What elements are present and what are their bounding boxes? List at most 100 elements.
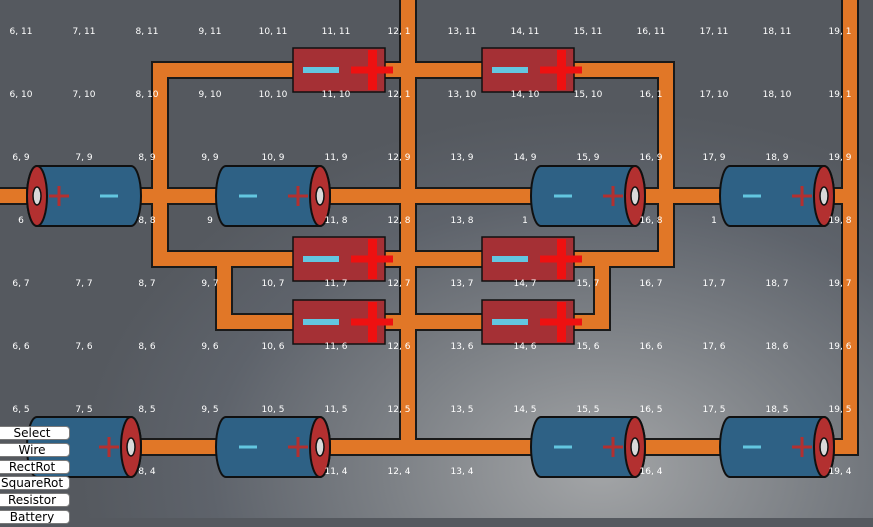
grid-label: 13, 5 xyxy=(450,405,474,415)
cell[interactable] xyxy=(481,299,582,345)
grid-label: 9, 9 xyxy=(201,153,219,163)
grid-label: 7, 5 xyxy=(75,405,93,415)
tool-squarerot-button[interactable]: SquareRot xyxy=(0,476,70,491)
battery[interactable] xyxy=(530,416,646,478)
cell[interactable] xyxy=(292,236,393,282)
grid-label: 19, 7 xyxy=(828,279,852,289)
grid-label: 11, 7 xyxy=(324,279,348,289)
grid-label: 14, 9 xyxy=(513,153,537,163)
grid-label: 11, 9 xyxy=(324,153,348,163)
grid-label: 19, 8 xyxy=(828,216,852,226)
battery[interactable] xyxy=(719,416,835,478)
battery[interactable] xyxy=(530,165,646,227)
grid-label: 13, 11 xyxy=(447,27,477,37)
grid-label: 18, 10 xyxy=(762,90,792,100)
grid-label: 6, 9 xyxy=(12,153,30,163)
battery[interactable] xyxy=(215,416,331,478)
grid-label: 8, 10 xyxy=(135,90,159,100)
tool-resistor-button[interactable]: Resistor xyxy=(0,493,70,508)
minus-icon xyxy=(492,67,528,73)
grid-label: 19, 1 xyxy=(828,27,852,37)
tool-wire-button[interactable]: Wire xyxy=(0,442,70,457)
plus-icon xyxy=(792,186,812,206)
tool-select-button[interactable]: Select xyxy=(0,426,70,440)
grid-label: 17, 6 xyxy=(702,342,726,352)
grid-label: 15, 10 xyxy=(573,90,603,100)
minus-icon xyxy=(492,319,528,325)
grid-label: 10, 10 xyxy=(258,90,288,100)
grid-label: 11, 10 xyxy=(321,90,351,100)
minus-icon xyxy=(239,194,257,198)
grid-label: 12, 6 xyxy=(387,342,411,352)
plus-icon xyxy=(351,302,393,342)
grid-label: 9 xyxy=(207,216,213,226)
grid-label: 7, 6 xyxy=(75,342,93,352)
grid-label: 17, 5 xyxy=(702,405,726,415)
grid-label: 10, 11 xyxy=(258,27,288,37)
components[interactable] xyxy=(26,47,835,478)
battery[interactable] xyxy=(215,165,331,227)
grid-label: 19, 5 xyxy=(828,405,852,415)
grid-label: 6, 7 xyxy=(12,279,30,289)
grid-label: 10, 6 xyxy=(261,342,285,352)
grid-label: 17, 7 xyxy=(702,279,726,289)
grid-label: 17, 9 xyxy=(702,153,726,163)
grid-label: 14, 5 xyxy=(513,405,537,415)
grid-label: 11, 4 xyxy=(324,467,348,477)
grid-label: 19, 9 xyxy=(828,153,852,163)
plus-icon xyxy=(540,239,582,279)
grid-label: 16, 5 xyxy=(639,405,663,415)
minus-icon xyxy=(303,256,339,262)
grid-label: 15, 5 xyxy=(576,405,600,415)
grid-label: 6, 10 xyxy=(9,90,33,100)
grid-label: 9, 5 xyxy=(201,405,219,415)
cell[interactable] xyxy=(292,299,393,345)
plus-icon xyxy=(351,239,393,279)
grid-label: 14, 11 xyxy=(510,27,540,37)
tool-rectrot-button[interactable]: RectRot xyxy=(0,459,70,474)
wire[interactable] xyxy=(217,259,609,329)
grid-label: 11, 8 xyxy=(324,216,348,226)
plus-icon xyxy=(288,437,308,457)
cell[interactable] xyxy=(481,47,582,93)
grid-label: 6, 11 xyxy=(9,27,33,37)
grid-label: 10, 9 xyxy=(261,153,285,163)
grid-label: 14, 7 xyxy=(513,279,537,289)
cell[interactable] xyxy=(292,47,393,93)
grid-label: 7, 10 xyxy=(72,90,96,100)
grid-label: 15, 6 xyxy=(576,342,600,352)
minus-icon xyxy=(303,67,339,73)
minus-icon xyxy=(303,319,339,325)
grid-label: 15, 11 xyxy=(573,27,603,37)
grid-label: 16, 1 xyxy=(639,90,663,100)
minus-icon xyxy=(239,445,257,449)
cell[interactable] xyxy=(481,236,582,282)
tool-battery-button[interactable]: Battery xyxy=(0,509,70,524)
minus-icon xyxy=(743,445,761,449)
plus-icon xyxy=(351,50,393,90)
grid-label: 12, 1 xyxy=(387,90,411,100)
grid-label: 13, 9 xyxy=(450,153,474,163)
minus-icon xyxy=(743,194,761,198)
grid-label: 6 xyxy=(18,216,24,226)
grid-label: 17, 11 xyxy=(699,27,729,37)
plus-icon xyxy=(540,302,582,342)
grid-label: 8, 6 xyxy=(138,342,156,352)
battery[interactable] xyxy=(26,165,142,227)
grid-label: 14, 10 xyxy=(510,90,540,100)
grid-label: 13, 7 xyxy=(450,279,474,289)
plus-icon xyxy=(288,186,308,206)
grid-label: 18, 9 xyxy=(765,153,789,163)
plus-icon xyxy=(603,437,623,457)
grid-label: 11, 11 xyxy=(321,27,351,37)
grid-label: 1 xyxy=(522,216,528,226)
wire[interactable] xyxy=(153,63,673,196)
plus-icon xyxy=(99,437,119,457)
grid-label: 16, 7 xyxy=(639,279,663,289)
grid-label: 10, 7 xyxy=(261,279,285,289)
battery[interactable] xyxy=(719,165,835,227)
wire[interactable] xyxy=(153,196,673,266)
grid-label: 6, 5 xyxy=(12,405,30,415)
grid-label: 7, 11 xyxy=(72,27,96,37)
